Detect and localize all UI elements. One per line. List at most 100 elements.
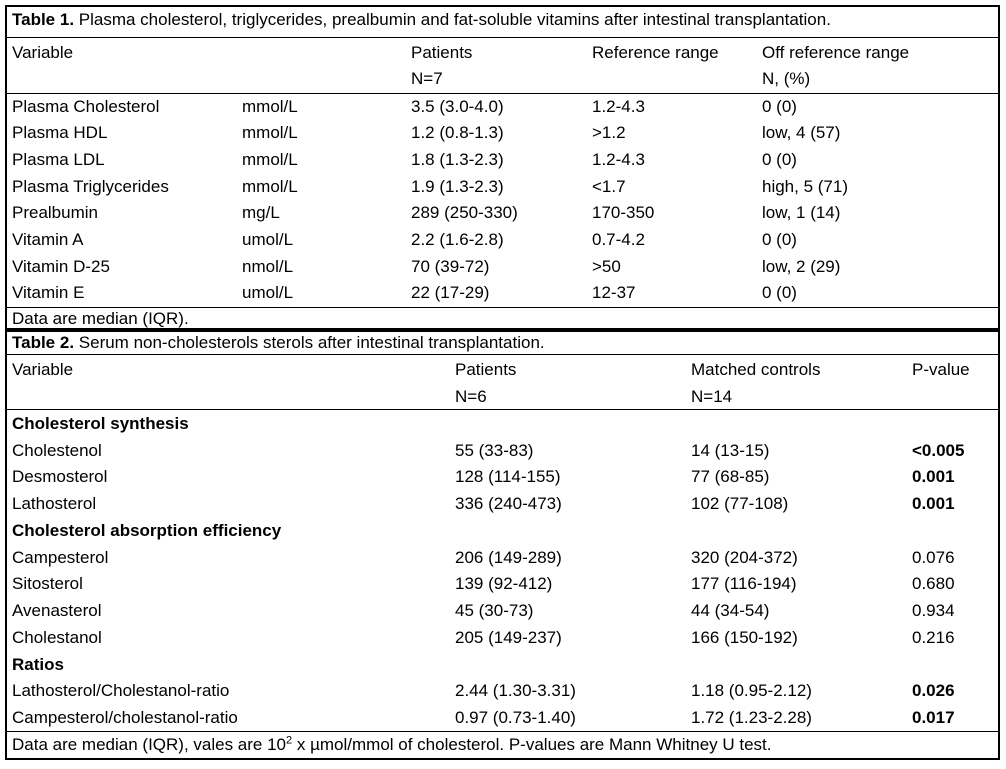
row-controls: 320 (204-372) xyxy=(691,548,798,567)
header-matched-controls: Matched controls xyxy=(691,360,821,379)
header-p-value: P-value xyxy=(912,360,970,379)
row-off: low, 4 (57) xyxy=(762,123,841,142)
header-patients-n: N=7 xyxy=(411,69,443,88)
table-row: Campesterol 206 (149-289) 320 (204-372) … xyxy=(7,545,998,571)
row-off: low, 2 (29) xyxy=(762,257,841,276)
table-1-caption: Table 1. Plasma cholesterol, triglycerid… xyxy=(7,7,998,33)
row-off: 0 (0) xyxy=(762,97,797,116)
table-2-caption-label: Table 2. xyxy=(12,333,75,352)
row-patients: 336 (240-473) xyxy=(455,494,562,513)
divider xyxy=(7,409,998,410)
row-name: Plasma HDL xyxy=(12,123,108,142)
row-reference: 0.7-4.2 xyxy=(592,230,645,249)
row-unit: mmol/L xyxy=(242,177,298,196)
row-reference: 12-37 xyxy=(592,283,636,302)
row-name: Vitamin E xyxy=(12,283,85,302)
table-row: Vitamin E umol/L 22 (17-29) 12-37 0 (0) xyxy=(7,280,998,306)
row-reference: >50 xyxy=(592,257,621,276)
row-p-value: 0.680 xyxy=(912,574,955,593)
row-reference: <1.7 xyxy=(592,177,626,196)
header-reference-range: Reference range xyxy=(592,43,719,62)
row-name: Campesterol xyxy=(12,548,109,567)
row-name: Lathosterol xyxy=(12,494,97,513)
row-name: Plasma LDL xyxy=(12,150,105,169)
row-p-value: 0.026 xyxy=(912,681,955,700)
row-reference: >1.2 xyxy=(592,123,626,142)
row-unit: umol/L xyxy=(242,283,294,302)
row-patients: 1.9 (1.3-2.3) xyxy=(411,177,504,196)
table-row: Plasma LDL mmol/L 1.8 (1.3-2.3) 1.2-4.3 … xyxy=(7,147,998,173)
row-patients: 70 (39-72) xyxy=(411,257,490,276)
table-row: Cholestenol 55 (33-83) 14 (13-15) <0.005 xyxy=(7,438,998,464)
row-name: Cholestenol xyxy=(12,441,102,460)
section-heading: Cholesterol synthesis xyxy=(7,411,998,437)
table-1-caption-text: Plasma cholesterol, triglycerides, preal… xyxy=(74,10,831,29)
row-reference: 1.2-4.3 xyxy=(592,97,645,116)
row-patients: 1.8 (1.3-2.3) xyxy=(411,150,504,169)
row-name: Sitosterol xyxy=(12,574,83,593)
table-row: Lathosterol 336 (240-473) 102 (77-108) 0… xyxy=(7,491,998,517)
row-p-value: 0.076 xyxy=(912,548,955,567)
row-unit: umol/L xyxy=(242,230,294,249)
row-name: Cholestanol xyxy=(12,628,102,647)
footnote-part-1: Data are median (IQR), vales are 10 xyxy=(12,735,287,754)
row-p-value: 0.001 xyxy=(912,467,955,486)
row-controls: 166 (150-192) xyxy=(691,628,798,647)
table-2-footnote: Data are median (IQR), vales are 102 x µ… xyxy=(12,732,772,758)
table-1-header-row: Variable Patients Reference range Off re… xyxy=(7,40,998,66)
row-patients: 128 (114-155) xyxy=(455,467,561,486)
table-2-header-row-2: N=6 N=14 xyxy=(7,384,998,410)
row-name: Vitamin D-25 xyxy=(12,257,110,276)
table-row: Campesterol/cholestanol-ratio 0.97 (0.73… xyxy=(7,705,998,731)
footnote-part-2: x µmol/mmol of cholesterol. P-values are… xyxy=(292,735,772,754)
row-patients: 3.5 (3.0-4.0) xyxy=(411,97,504,116)
row-unit: nmol/L xyxy=(242,257,294,276)
table-1-header-row-2: N=7 N, (%) xyxy=(7,66,998,92)
divider xyxy=(7,93,998,94)
row-controls: 177 (116-194) xyxy=(691,574,797,593)
row-unit: mmol/L xyxy=(242,150,298,169)
row-p-value: 0.934 xyxy=(912,601,955,620)
table-2-caption: Table 2. Serum non-cholesterols sterols … xyxy=(7,330,998,356)
row-unit: mmol/L xyxy=(242,123,298,142)
row-reference: 1.2-4.3 xyxy=(592,150,645,169)
row-controls: 14 (13-15) xyxy=(691,441,770,460)
row-patients: 289 (250-330) xyxy=(411,203,518,222)
section-absorption: Cholesterol absorption efficiency xyxy=(12,521,282,540)
table-2-caption-text: Serum non-cholesterols sterols after int… xyxy=(74,333,545,352)
row-reference: 170-350 xyxy=(592,203,655,222)
header-patients: Patients xyxy=(411,43,473,62)
row-off: 0 (0) xyxy=(762,283,797,302)
row-controls: 77 (68-85) xyxy=(691,467,770,486)
row-controls: 1.72 (1.23-2.28) xyxy=(691,708,812,727)
row-off: 0 (0) xyxy=(762,230,797,249)
row-name: Avenasterol xyxy=(12,601,102,620)
row-unit: mmol/L xyxy=(242,97,298,116)
table-2-header-row: Variable Patients Matched controls P-val… xyxy=(7,357,998,383)
divider xyxy=(7,354,998,355)
header-variable: Variable xyxy=(12,360,74,379)
table-row: Lathosterol/Cholestanol-ratio 2.44 (1.30… xyxy=(7,678,998,704)
row-patients: 139 (92-412) xyxy=(455,574,553,593)
divider xyxy=(7,37,998,38)
row-patients: 22 (17-29) xyxy=(411,283,490,302)
row-name: Prealbumin xyxy=(12,203,98,222)
table-row: Vitamin D-25 nmol/L 70 (39-72) >50 low, … xyxy=(7,254,998,280)
row-name: Campesterol/cholestanol-ratio xyxy=(12,708,238,727)
row-patients: 0.97 (0.73-1.40) xyxy=(455,708,576,727)
table-1-footnote: Data are median (IQR). xyxy=(12,309,189,328)
row-controls: 102 (77-108) xyxy=(691,494,789,513)
table-2-footer: Data are median (IQR), vales are 102 x µ… xyxy=(7,732,998,758)
row-patients: 2.2 (1.6-2.8) xyxy=(411,230,504,249)
section-ratios: Ratios xyxy=(12,655,64,674)
header-controls-n: N=14 xyxy=(691,387,733,406)
row-patients: 1.2 (0.8-1.3) xyxy=(411,123,504,142)
row-off: high, 5 (71) xyxy=(762,177,848,196)
row-p-value: 0.216 xyxy=(912,628,955,647)
table-row: Plasma Cholesterol mmol/L 3.5 (3.0-4.0) … xyxy=(7,94,998,120)
row-off: low, 1 (14) xyxy=(762,203,841,222)
row-name: Vitamin A xyxy=(12,230,84,249)
header-off-reference: Off reference range xyxy=(762,43,910,62)
row-name: Plasma Triglycerides xyxy=(12,177,169,196)
row-p-value: 0.017 xyxy=(912,708,955,727)
